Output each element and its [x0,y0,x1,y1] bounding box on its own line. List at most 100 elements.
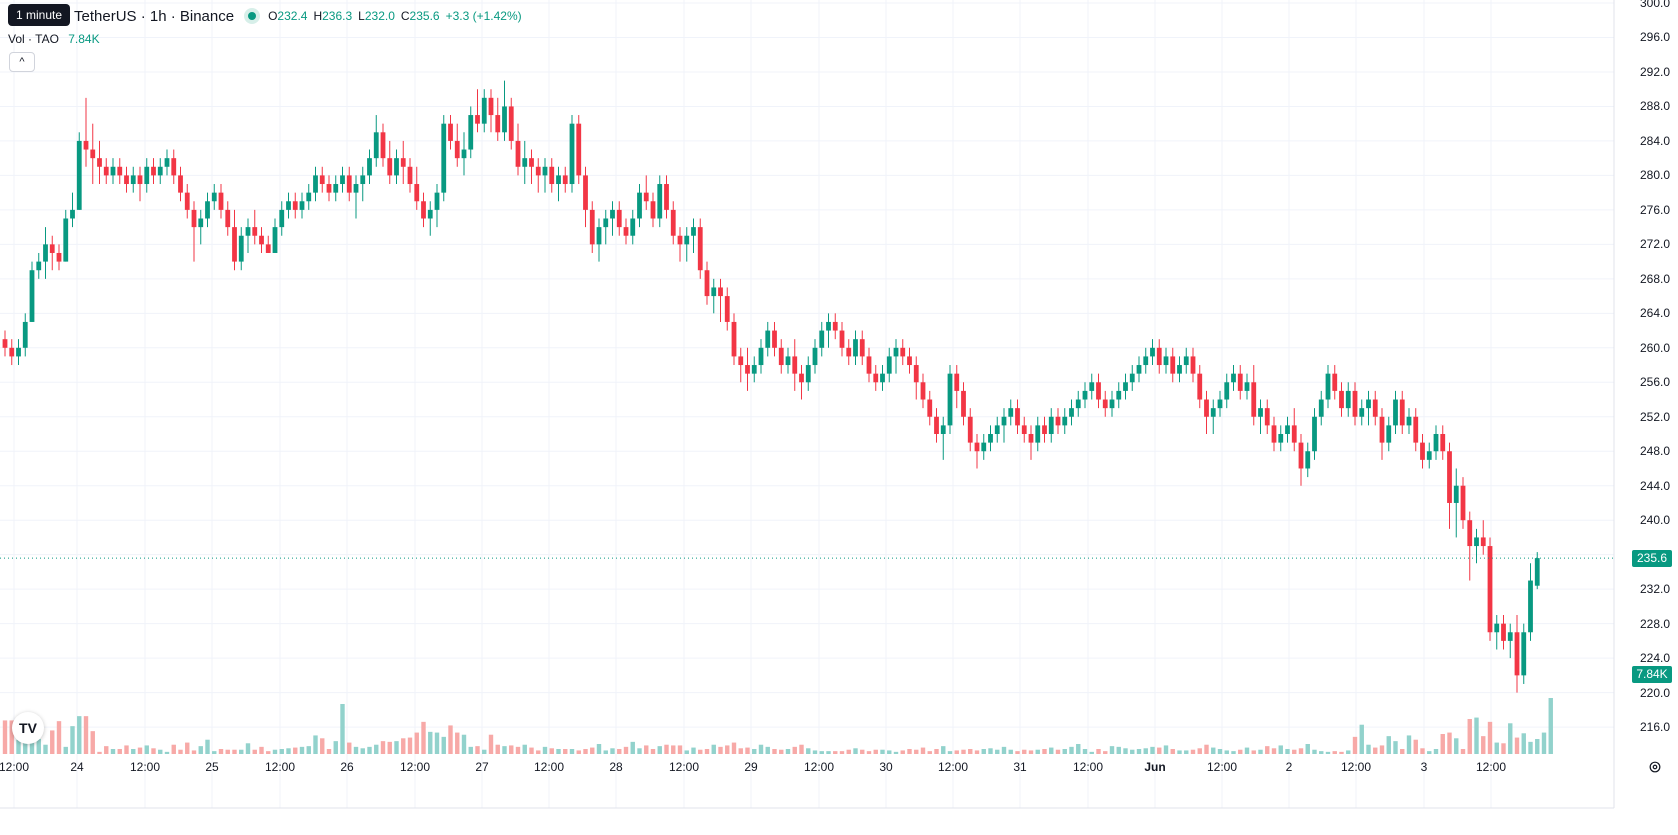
time-tick-label: 30 [879,760,893,774]
volume-bar [185,742,190,754]
open-value: 232.4 [277,9,308,23]
volume-bar [279,749,284,754]
volume-bar [1001,746,1007,754]
high-label: H [313,9,323,23]
volume-bar [711,744,716,754]
candlestick [630,209,636,245]
collapse-legend-button[interactable]: ^ [9,52,35,72]
candlestick [346,166,352,202]
volume-bar [1298,748,1304,754]
volume-bar [536,750,541,754]
time-tick-label: 26 [340,760,354,774]
candlestick [205,192,210,228]
volume-bar [1035,749,1040,754]
volume-bar [441,736,446,754]
volume-bar [23,742,28,754]
volume-bar [1123,748,1128,754]
volume-bar [1177,750,1182,754]
gear-icon[interactable] [1648,760,1662,774]
market-status-icon[interactable] [244,8,261,24]
candlestick [110,158,116,185]
time-tick-label: 24 [70,760,84,774]
candlestick [400,140,406,185]
candlestick [22,313,28,357]
volume-bar [117,749,122,754]
volume-bar [1528,741,1533,754]
volume-bar [914,749,919,754]
candlestick [1440,425,1446,460]
volume-legend[interactable]: Vol · TAO 7.84K [8,32,100,46]
candlestick [799,365,804,400]
volume-bar [1258,749,1263,754]
volume-bar [36,739,41,754]
candlestick [1359,399,1365,426]
candlestick [1001,408,1007,443]
candlestick [387,140,393,185]
volume-bar [968,749,973,754]
tradingview-logo[interactable]: TV [12,712,44,744]
candlestick [421,192,426,228]
candlestick [603,209,609,245]
symbol-title[interactable]: TetherUS · 1h · Binance [74,7,235,25]
candlestick [819,321,825,357]
volume-bar [1535,739,1540,754]
volume-bar [16,739,21,754]
candlestick [56,244,62,271]
candlestick [454,123,460,167]
volume-bar [1325,751,1331,754]
volume-bar [1400,749,1405,754]
volume-bar [1096,749,1101,754]
time-tick-label: 12:00 [264,760,296,774]
volume-bar [590,747,595,754]
candlestick [765,321,771,357]
candlestick [954,365,960,409]
price-tick-label: 244.0 [1639,478,1670,493]
candlestick [677,227,683,262]
candlestick [441,115,447,202]
candlestick [448,115,453,150]
candlestick [1048,408,1054,443]
volume-bar [77,716,82,754]
time-tick-label: 2 [1285,760,1293,774]
volume-bar [1022,749,1027,754]
volume-bar [1150,746,1155,754]
candlestick [515,123,521,176]
candlestick [853,330,858,366]
volume-bar [725,745,730,754]
volume-bar [360,748,365,754]
volume-bar [1211,747,1216,754]
volume-bar [9,720,14,754]
candlestick [211,184,217,210]
volume-bar [826,751,831,754]
candlestick [1352,382,1358,426]
candlestick [1285,416,1290,443]
volume-bar [232,749,237,754]
candlestick [704,261,710,305]
candlestick [731,313,737,366]
volume-bar [752,749,757,754]
volume-bar [623,746,629,754]
low-value: 232.0 [364,9,395,23]
volume-bar [482,749,487,754]
candlestick [508,97,514,150]
symbol-legend: TetherUS · 1h · Binance O 232.4 H 236.3 … [8,6,528,26]
candlestick [1467,511,1473,581]
candlestick [164,149,170,176]
candlestick [792,339,798,391]
last-price-badge: 235.6 [1632,550,1672,568]
candlestick [981,434,987,460]
volume-bar [387,741,392,754]
volume-bar [2,720,8,754]
candlestick [9,339,15,366]
candlestick [549,158,555,193]
candlestick [1224,373,1230,409]
volume-bar [880,749,885,754]
candlestick [326,175,332,202]
volume-bar [394,741,399,754]
candlestick [940,416,946,460]
candlestick [1015,399,1020,434]
volume-bar [448,725,453,754]
volume-bar [198,746,203,754]
volume-bar [191,750,197,754]
